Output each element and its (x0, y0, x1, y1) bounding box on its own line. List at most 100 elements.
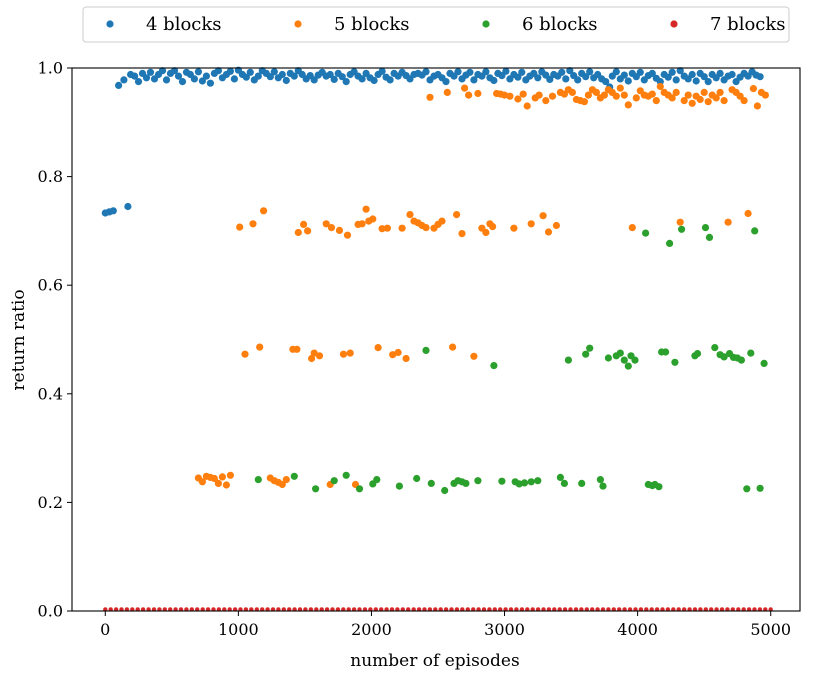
point-series-2 (465, 91, 473, 99)
point-series-3 (760, 359, 768, 367)
point-series-2 (218, 473, 226, 481)
point-series-2 (700, 88, 708, 96)
point-series-3 (604, 354, 613, 362)
point-series-2 (256, 343, 264, 351)
y-tick-label: 0.6 (38, 276, 63, 295)
point-series-4 (314, 607, 319, 611)
point-series-4 (541, 607, 546, 611)
point-series-1 (214, 67, 222, 75)
point-series-2 (580, 98, 589, 106)
point-series-1 (586, 68, 594, 76)
point-series-2 (402, 354, 410, 363)
point-series-1 (290, 72, 298, 80)
point-series-3 (756, 484, 764, 492)
point-series-3 (395, 482, 403, 490)
point-series-1 (131, 72, 139, 80)
x-tick-label: 5000 (750, 620, 791, 639)
point-series-4 (389, 607, 395, 611)
point-series-1 (206, 79, 214, 87)
point-series-2 (489, 223, 497, 231)
point-series-2 (339, 350, 348, 358)
point-series-3 (616, 349, 624, 357)
point-series-1 (338, 73, 346, 81)
point-series-3 (747, 349, 755, 357)
point-series-3 (254, 476, 262, 484)
point-series-4 (265, 607, 270, 611)
point-series-3 (290, 472, 298, 480)
point-series-2 (378, 225, 386, 233)
point-series-4 (227, 607, 232, 611)
point-series-4 (427, 607, 433, 611)
point-series-1 (602, 78, 610, 86)
point-series-4 (595, 607, 600, 611)
point-series-2 (616, 84, 624, 92)
point-series-1 (688, 70, 696, 79)
point-series-1 (378, 67, 386, 75)
point-series-1 (115, 81, 123, 89)
point-series-4 (119, 607, 124, 611)
point-series-3 (534, 477, 542, 485)
point-series-2 (210, 474, 218, 483)
point-series-2 (720, 97, 728, 105)
point-series-2 (652, 97, 660, 105)
point-series-1 (664, 73, 672, 81)
point-series-4 (622, 607, 627, 611)
point-series-1 (190, 75, 198, 83)
point-series-4 (617, 607, 622, 611)
point-series-2 (304, 227, 312, 235)
point-series-3 (671, 358, 679, 366)
point-series-1 (574, 76, 582, 84)
point-series-4 (665, 607, 671, 611)
y-tick-label: 0.4 (38, 384, 63, 403)
point-series-1 (442, 78, 450, 86)
point-series-4 (498, 607, 503, 611)
point-series-2 (696, 95, 704, 104)
point-series-3 (342, 471, 350, 479)
legend-label: 6 blocks (522, 14, 598, 35)
point-series-4 (703, 607, 708, 611)
point-series-2 (527, 220, 535, 228)
point-series-4 (492, 607, 497, 611)
point-series-2 (310, 349, 318, 357)
point-series-4 (254, 607, 259, 611)
point-series-1 (158, 67, 167, 75)
point-series-4 (422, 607, 427, 611)
point-series-1 (672, 76, 680, 84)
point-series-2 (226, 471, 234, 479)
y-tick-label: 0.8 (38, 167, 63, 186)
point-series-2 (198, 478, 206, 486)
point-series-3 (427, 479, 435, 487)
point-series-4 (189, 607, 194, 611)
point-series-4 (682, 607, 687, 611)
point-series-4 (503, 607, 508, 611)
point-series-1 (624, 77, 632, 85)
point-series-2 (327, 224, 336, 232)
point-series-2 (406, 211, 414, 219)
point-series-4 (725, 607, 730, 611)
point-series-4 (687, 607, 692, 611)
point-series-3 (655, 483, 663, 491)
point-series-3 (422, 346, 430, 354)
point-series-1 (326, 70, 334, 79)
point-series-4 (178, 607, 184, 611)
y-tick-label: 0.2 (38, 493, 63, 512)
legend-item: 4 blocks (106, 14, 222, 35)
point-series-1 (466, 68, 474, 76)
legend-label: 5 blocks (334, 14, 410, 35)
point-series-4 (216, 607, 222, 611)
point-series-1 (582, 73, 590, 81)
point-series-2 (422, 224, 430, 232)
point-series-3 (678, 225, 686, 233)
point-series-1 (728, 70, 736, 79)
point-series-2 (322, 220, 330, 228)
x-tick-label: 0 (100, 620, 110, 639)
point-series-1 (282, 76, 290, 85)
point-series-1 (170, 67, 179, 75)
point-series-4 (714, 607, 719, 611)
point-series-3 (462, 479, 470, 487)
point-series-2 (346, 349, 354, 357)
point-series-1 (142, 74, 151, 82)
point-series-1 (620, 71, 628, 79)
plot-frame (71, 67, 801, 612)
point-series-2 (624, 101, 632, 109)
